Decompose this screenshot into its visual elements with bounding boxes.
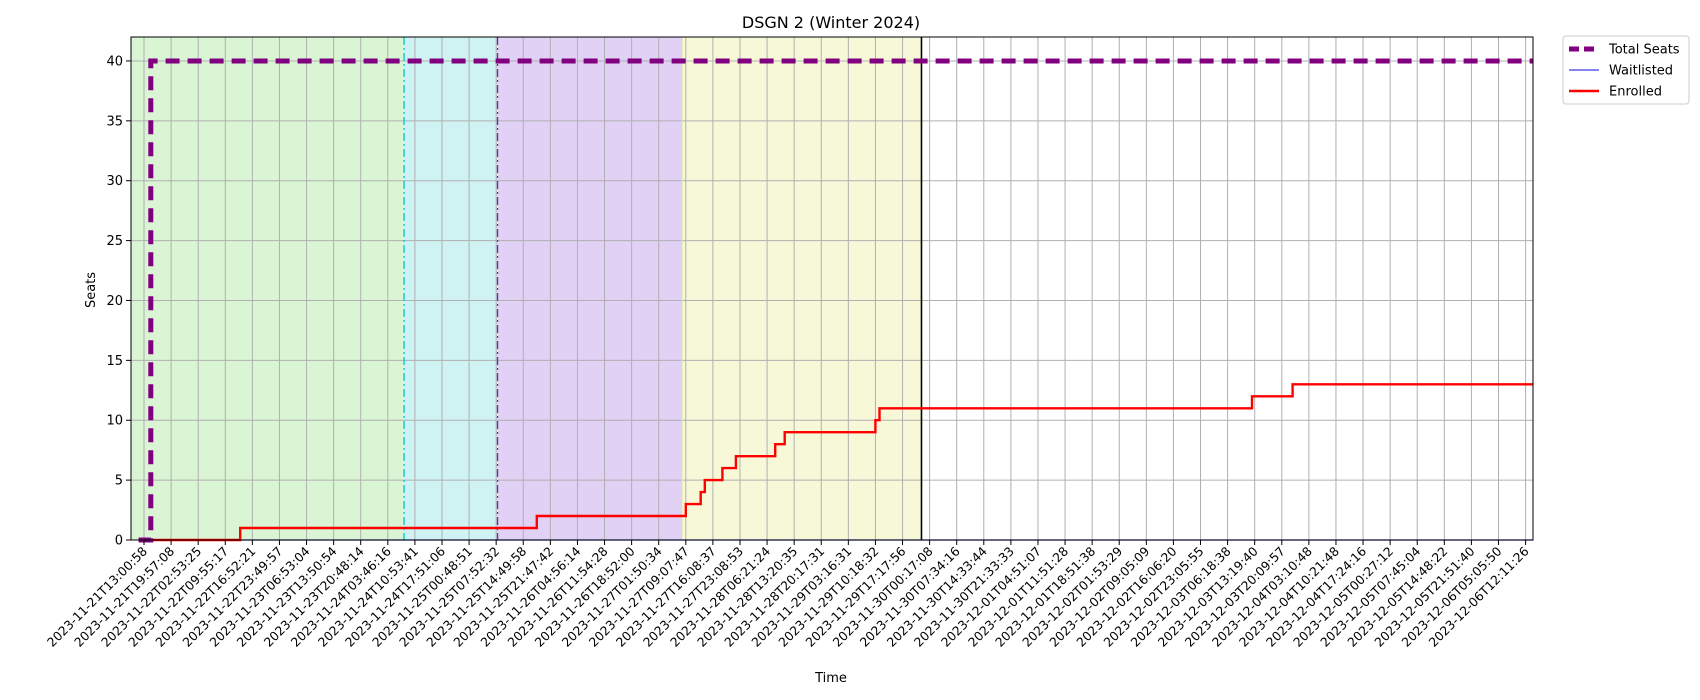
phase-band — [131, 37, 405, 540]
y-tick-label: 5 — [115, 474, 123, 489]
y-tick-label: 0 — [115, 534, 123, 549]
phase-markers — [403, 37, 923, 540]
legend-box — [1562, 35, 1690, 105]
plot-frame — [130, 36, 1534, 541]
x-axis-label: Time — [814, 671, 847, 686]
phase-band — [497, 37, 682, 540]
y-axis: 0 5 10 15 20 25 30 35 40 — [106, 54, 131, 549]
legend-label: Waitlisted — [1609, 64, 1673, 79]
y-tick-label: 20 — [106, 294, 123, 309]
chart-title: DSGN 2 (Winter 2024) — [742, 13, 920, 32]
x-axis: 2023-11-21T13:00:582023-11-21T19:57:0820… — [44, 540, 1532, 650]
y-axis-label: Seats — [84, 272, 99, 308]
y-tick-label: 30 — [106, 174, 123, 189]
legend-label: Enrolled — [1609, 85, 1662, 100]
legend-label: Total Seats — [1608, 43, 1680, 58]
phase-shading — [131, 37, 922, 540]
series-line-enrolled — [138, 383, 1533, 542]
y-tick-label: 35 — [106, 114, 123, 129]
y-tick-label: 25 — [106, 234, 123, 249]
y-tick-label: 40 — [106, 54, 123, 69]
legend: Total Seats Waitlisted Enrolled — [1562, 35, 1690, 105]
y-tick-label: 10 — [106, 414, 123, 429]
phase-band — [404, 37, 498, 540]
y-tick-label: 15 — [106, 354, 123, 369]
phase-band — [681, 37, 922, 540]
